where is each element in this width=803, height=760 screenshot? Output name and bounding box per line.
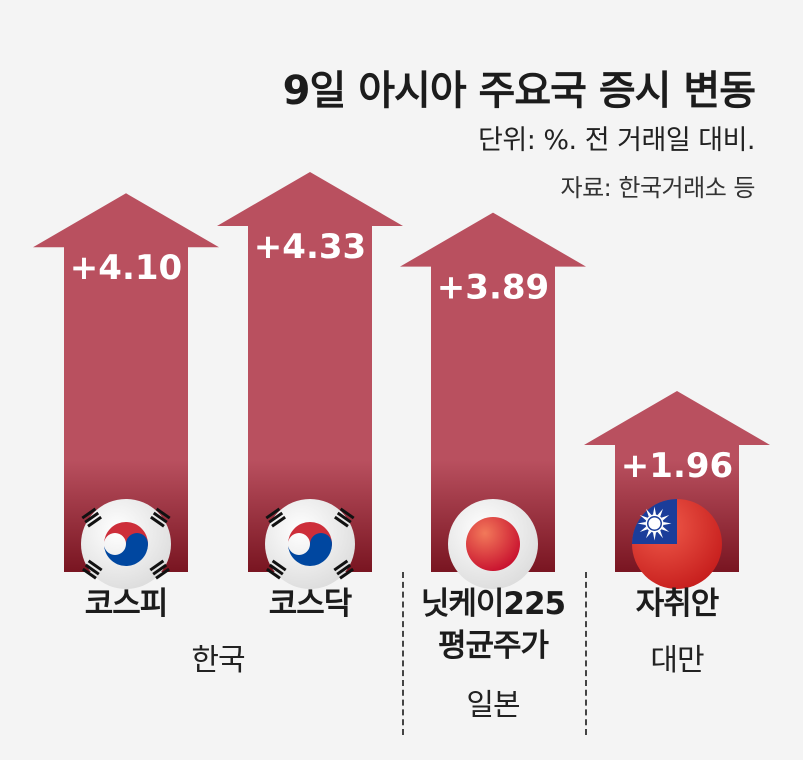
country-label-0: 한국 — [191, 643, 245, 678]
bar-arrow-2 — [400, 212, 586, 572]
data-label-3: +1.96 — [621, 446, 733, 486]
group-divider-1 — [585, 572, 587, 735]
category-label-3: 자취안 — [635, 583, 720, 625]
country-label-1: 일본 — [466, 688, 520, 723]
bar-arrow-1 — [217, 172, 403, 572]
taiwan-flag-3 — [632, 499, 722, 589]
category-label-0: 코스피 — [84, 583, 169, 625]
group-divider-0 — [402, 572, 404, 735]
source-note: 자료: 한국거래소 등 — [560, 174, 756, 202]
data-label-1: +4.33 — [254, 227, 366, 267]
country-label-2: 대만 — [650, 643, 704, 678]
chart-title: 9일 아시아 주요국 증시 변동 — [282, 68, 756, 114]
south-korea-flag-1 — [265, 499, 355, 589]
category-label-line: 닛케이225 — [420, 586, 566, 622]
category-label-line: 코스닥 — [268, 586, 353, 622]
bar-arrow-0 — [33, 193, 219, 572]
category-label-line: 자취안 — [635, 586, 720, 622]
category-label-line: 평균주가 — [437, 628, 549, 664]
category-label-1: 코스닥 — [268, 583, 353, 625]
data-label-2: +3.89 — [437, 268, 549, 308]
south-korea-flag-0 — [81, 499, 171, 589]
unit-note: 단위: %. 전 거래일 대비. — [478, 125, 755, 156]
category-label-2: 닛케이225 평균주가 — [420, 583, 566, 667]
category-label-line: 코스피 — [84, 586, 169, 622]
japan-flag-2 — [448, 499, 538, 589]
bar-arrow-3 — [584, 390, 770, 572]
data-label-0: +4.10 — [70, 248, 182, 288]
